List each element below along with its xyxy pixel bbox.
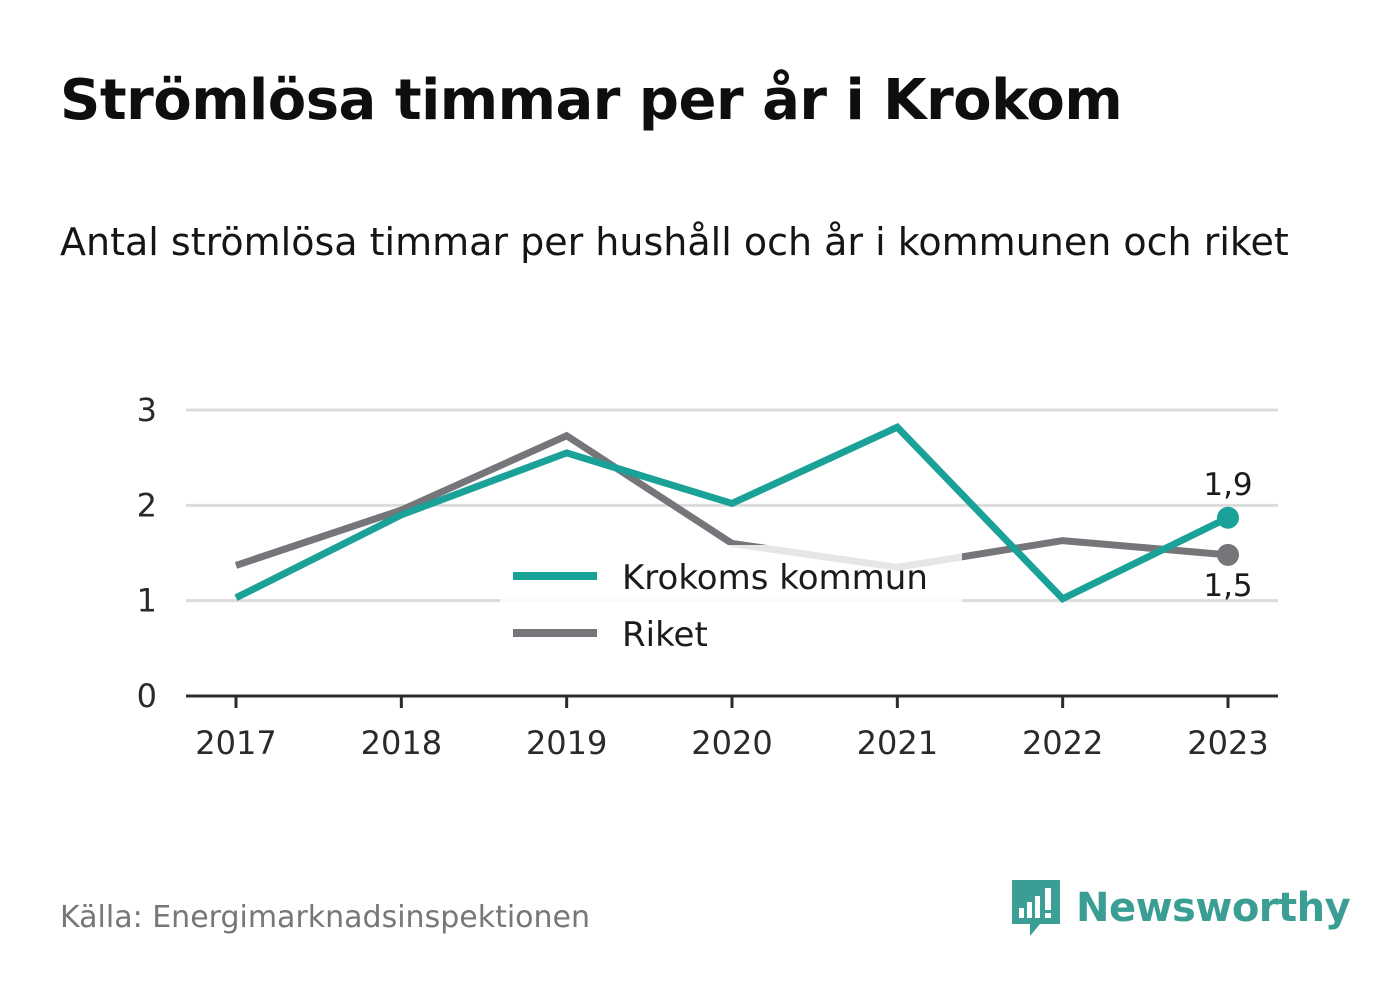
- series-line-krokoms-kommun: [234, 422, 1230, 604]
- y-tick-label: 3: [137, 391, 157, 429]
- end-label-riket: 1,5: [1203, 568, 1252, 604]
- y-tick-label: 0: [137, 677, 157, 715]
- legend-label-krokom: Krokoms kommun: [622, 558, 928, 598]
- legend: Krokoms kommun Riket: [513, 558, 928, 655]
- end-value-labels: 1,9 1,5: [1203, 467, 1252, 604]
- x-tick-label: 2020: [691, 724, 772, 762]
- x-tick-label: 2021: [857, 724, 938, 762]
- x-tick-label: 2019: [526, 724, 607, 762]
- legend-label-riket: Riket: [622, 615, 708, 655]
- newsworthy-logo-icon: [1012, 880, 1060, 936]
- x-axis: 2017 2018 2019 2020 2021 2022 2023: [186, 694, 1278, 762]
- end-point-krokoms-kommun: [1217, 506, 1239, 529]
- x-tick-label: 2017: [195, 724, 276, 762]
- series-line-riket: [234, 431, 1229, 571]
- end-point-riket: [1217, 543, 1239, 566]
- end-label-krokom: 1,9: [1203, 467, 1252, 503]
- y-tick-label: 1: [137, 582, 157, 620]
- brand-logo[interactable]: Newsworthy: [1010, 878, 1351, 938]
- y-tick-label: 2: [137, 486, 157, 524]
- x-tick-label: 2018: [361, 724, 442, 762]
- chart-title: Strömlösa timmar per år i Krokom: [60, 68, 1123, 133]
- x-tick-label: 2023: [1187, 724, 1268, 762]
- legend-background: [500, 545, 962, 663]
- brand-name: Newsworthy: [1076, 885, 1351, 931]
- source-note: Källa: Energimarknadsinspektionen: [60, 900, 591, 935]
- chart-subtitle: Antal strömlösa timmar per hushåll och å…: [60, 220, 1289, 264]
- series-lines: [234, 422, 1239, 663]
- x-tick-label: 2022: [1022, 724, 1103, 762]
- y-axis-ticks: 0 1 2 3: [137, 391, 157, 715]
